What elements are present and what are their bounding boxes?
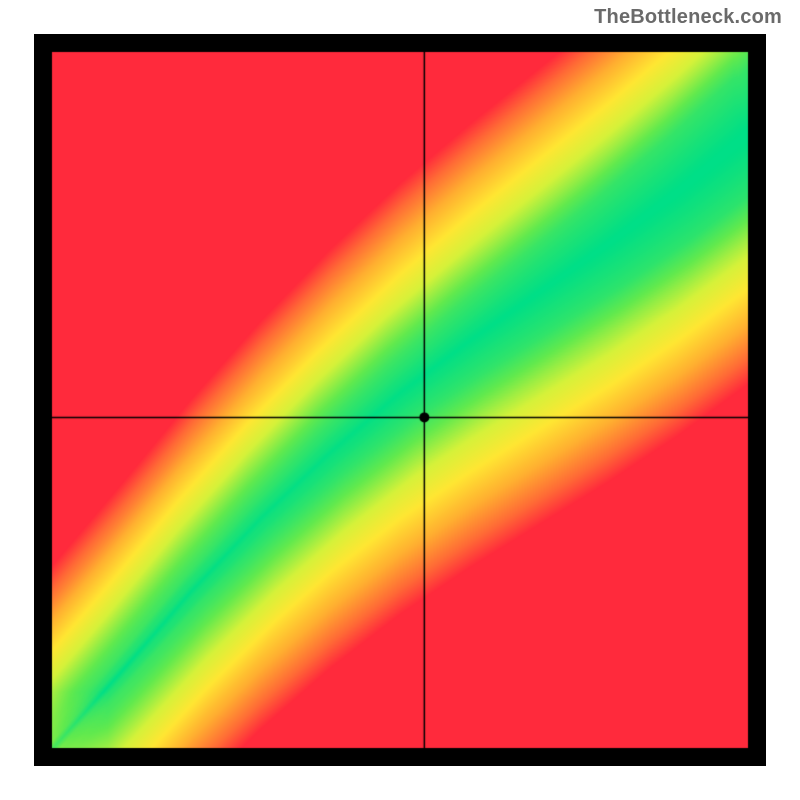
heatmap-canvas (34, 34, 766, 766)
heatmap-plot (34, 34, 766, 766)
attribution-text: TheBottleneck.com (594, 6, 782, 29)
